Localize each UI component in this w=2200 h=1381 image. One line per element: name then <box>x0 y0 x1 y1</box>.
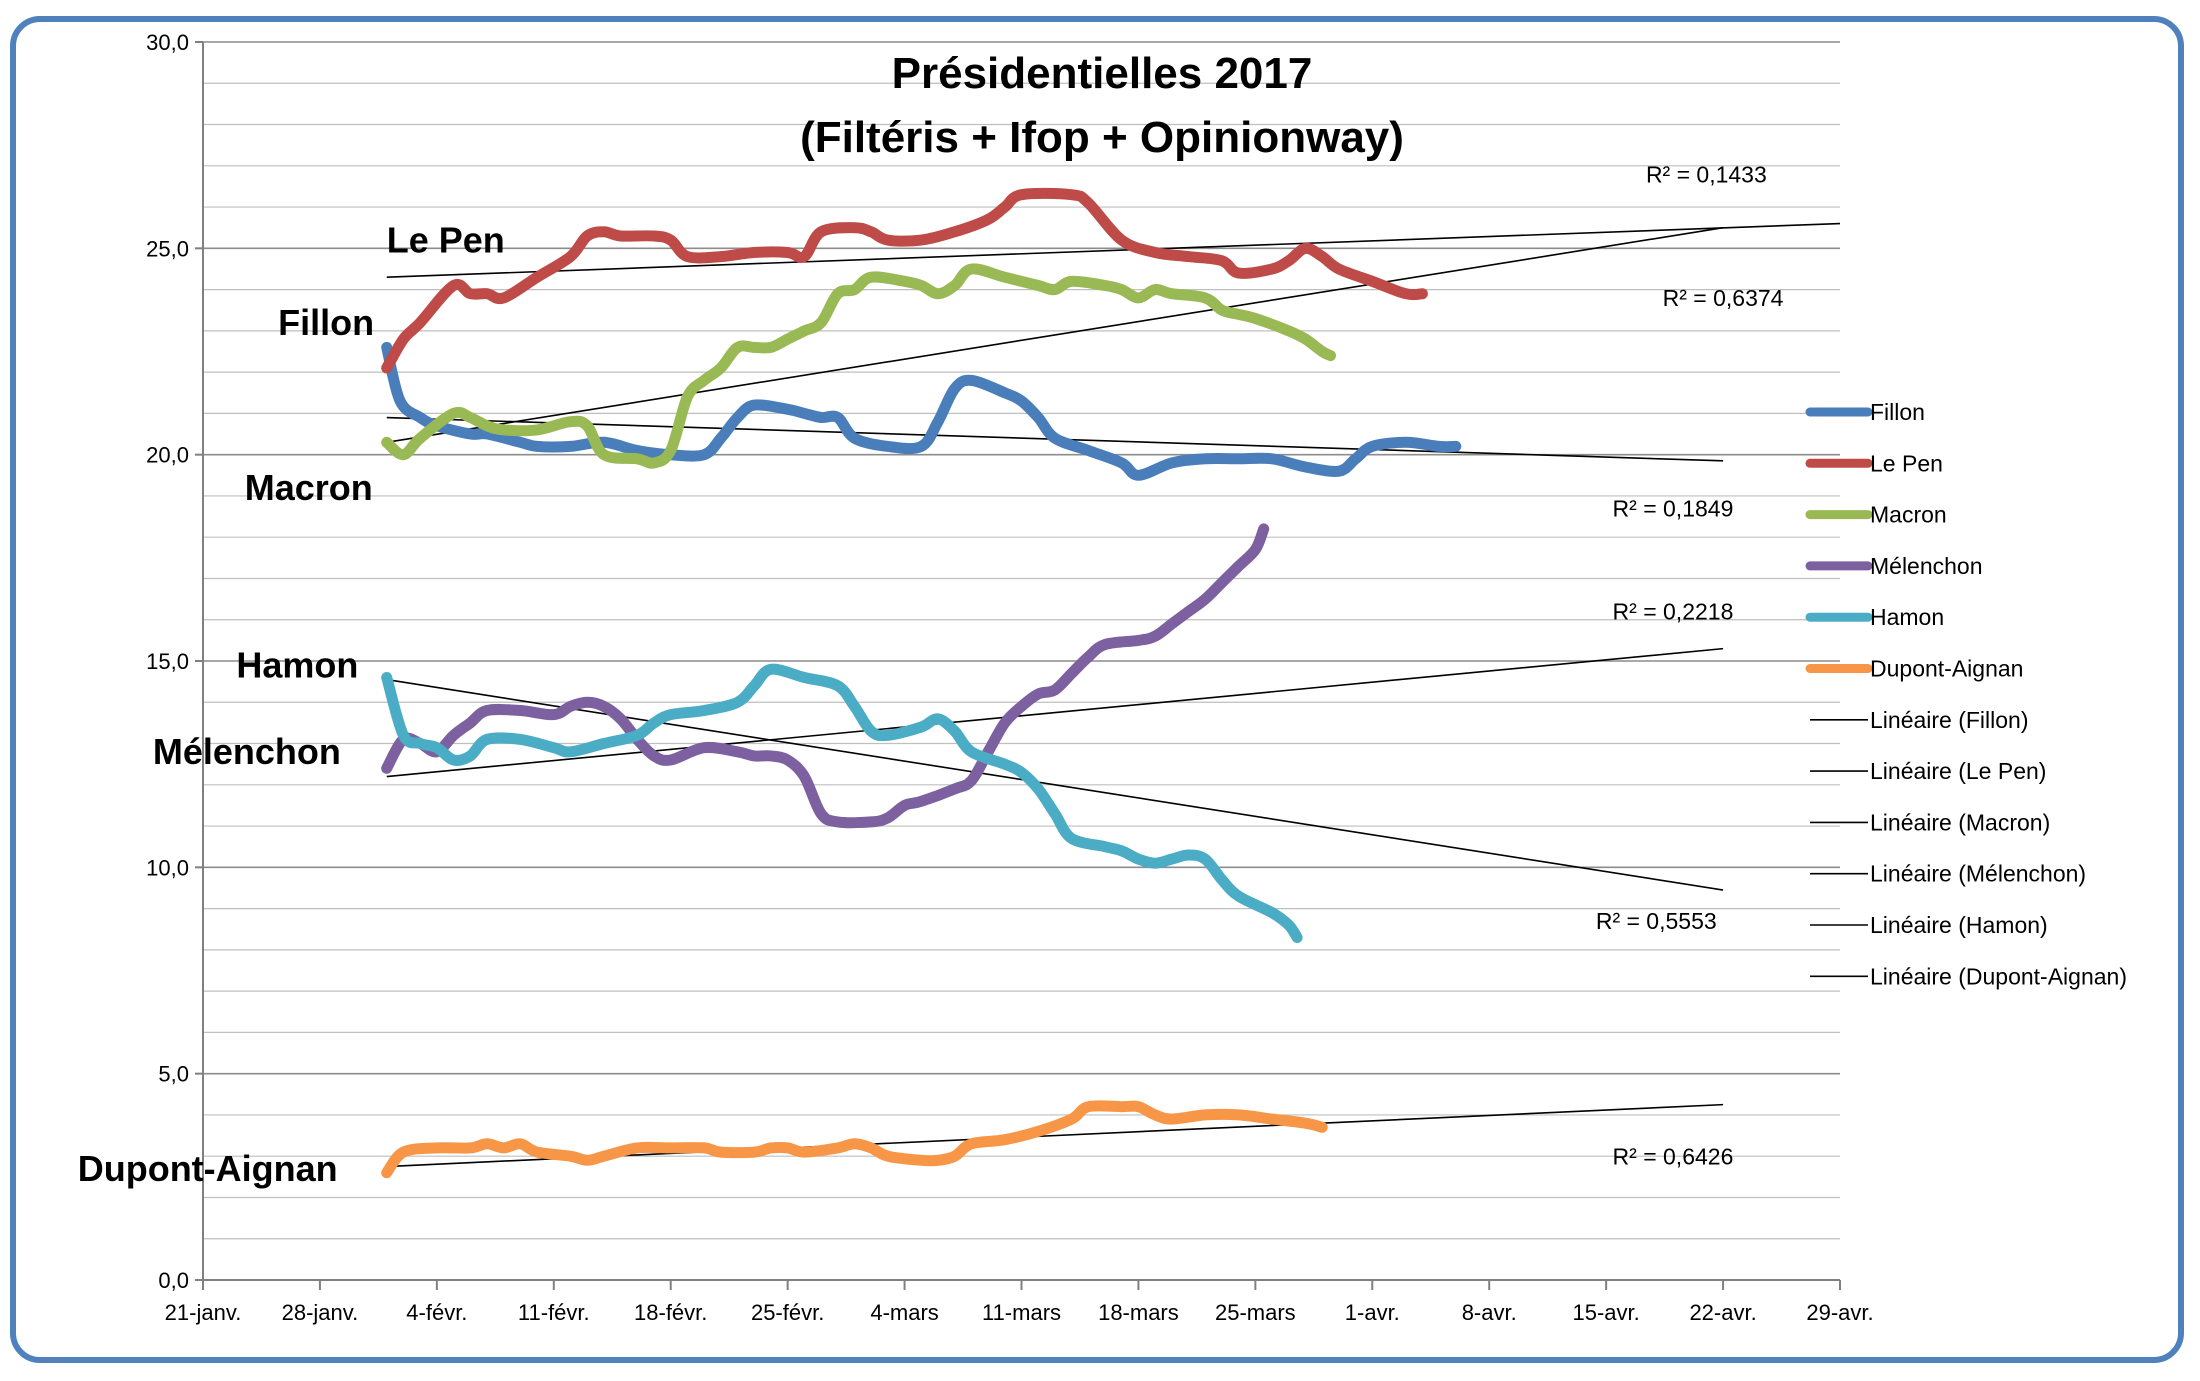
legend-label: Linéaire (Hamon) <box>1870 912 2048 938</box>
legend-label: Mélenchon <box>1870 553 1983 579</box>
series-line-le-pen <box>381 187 1428 374</box>
legend-item-hamon: Hamon <box>1805 604 1944 630</box>
y-tick-label: 20,0 <box>146 443 189 468</box>
series-line-fillon <box>381 341 1462 481</box>
x-tick-label: 4-mars <box>870 1300 938 1325</box>
r2-label-macron: R² = 0,6374 <box>1663 285 1784 311</box>
legend-item-lineaire-le-pen: Linéaire (Le Pen) <box>1810 758 2046 784</box>
x-tick-label: 29-avr. <box>1806 1300 1873 1325</box>
r2-label-le-pen: R² = 0,1433 <box>1646 161 1767 187</box>
candidate-label-dupont-aignan: Dupont-Aignan <box>78 1148 338 1189</box>
x-tick-label: 18-févr. <box>634 1300 707 1325</box>
chart-title-line: Présidentielles 2017 <box>892 49 1313 98</box>
y-tick-label: 0,0 <box>158 1268 189 1293</box>
legend-item-dupont-aignan: Dupont-Aignan <box>1805 656 2023 682</box>
grid <box>203 41 1840 1240</box>
x-tick-label: 11-févr. <box>518 1300 590 1325</box>
legend-item-lineaire-dupont-aignan: Linéaire (Dupont-Aignan) <box>1810 963 2127 989</box>
x-tick-label: 11-mars <box>982 1300 1061 1325</box>
chart-title: Présidentielles 2017 (Filtéris + Ifop + O… <box>800 49 1404 162</box>
legend-item-macron: Macron <box>1805 502 1947 528</box>
legend: Fillon Le Pen Macron Mélenchon Hamon Dupont-A… <box>1805 399 2127 989</box>
y-tick-label: 10,0 <box>146 855 189 880</box>
series-line-hamon <box>381 663 1303 943</box>
x-tick-label: 1-avr. <box>1345 1300 1400 1325</box>
series-lines <box>381 187 1462 1179</box>
y-tick-label: 5,0 <box>158 1062 189 1087</box>
legend-label: Macron <box>1870 502 1947 528</box>
x-tick-label: 25-févr. <box>751 1300 824 1325</box>
legend-item-melenchon: Mélenchon <box>1805 553 1983 579</box>
legend-label: Linéaire (Fillon) <box>1870 707 2029 733</box>
series-line-dupont-aignan <box>381 1100 1328 1179</box>
x-tick-label: 21-janv. <box>165 1300 242 1325</box>
legend-item-lineaire-macron: Linéaire (Macron) <box>1810 809 2050 835</box>
y-tick-label: 30,0 <box>146 30 189 55</box>
axes: 0,0 5,0 10,0 15,0 20,0 25,0 30,0 21-janv. 28-jan… <box>146 30 1873 1325</box>
x-tick-label: 15-avr. <box>1573 1300 1640 1325</box>
y-tick-label: 15,0 <box>146 649 189 674</box>
chart-title-line: (Filtéris + Ifop + Opinionway) <box>800 113 1404 162</box>
legend-label: Dupont-Aignan <box>1870 656 2023 682</box>
x-tick-label: 22-avr. <box>1689 1300 1756 1325</box>
x-tick-label: 4-févr. <box>406 1300 467 1325</box>
candidate-label-fillon: Fillon <box>278 302 374 343</box>
candidate-label-le-pen: Le Pen <box>387 219 505 260</box>
r2-label-hamon: R² = 0,5553 <box>1596 908 1717 934</box>
legend-label: Linéaire (Macron) <box>1870 809 2050 835</box>
r2-label-melenchon: R² = 0,2218 <box>1613 599 1734 625</box>
legend-item-fillon: Fillon <box>1805 399 1925 425</box>
legend-label: Hamon <box>1870 604 1944 630</box>
x-tick-label: 18-mars <box>1098 1300 1179 1325</box>
r2-label-dupont-aignan: R² = 0,6426 <box>1613 1143 1734 1169</box>
series-line-melenchon <box>381 523 1270 829</box>
y-tick-label: 25,0 <box>146 236 189 261</box>
x-tick-label: 25-mars <box>1215 1300 1296 1325</box>
legend-label: Linéaire (Dupont-Aignan) <box>1870 963 2127 989</box>
trendline-melenchon <box>386 647 1724 778</box>
trendline-le-pen <box>386 222 1841 279</box>
candidate-label-hamon: Hamon <box>236 645 358 686</box>
trendline-macron <box>386 226 1724 444</box>
legend-label: Linéaire (Le Pen) <box>1870 758 2046 784</box>
candidate-label-macron: Macron <box>245 467 373 508</box>
x-tick-label: 8-avr. <box>1462 1300 1517 1325</box>
legend-label: Linéaire (Mélenchon) <box>1870 861 2086 887</box>
legend-item-lineaire-melenchon: Linéaire (Mélenchon) <box>1810 861 2086 887</box>
chart-frame <box>10 16 2184 1363</box>
x-tick-label: 28-janv. <box>282 1300 359 1325</box>
series-line-macron <box>381 263 1336 469</box>
annotations: R² = 0,1849 R² = 0,1433 R² = 0,6374 R² = 0,… <box>78 161 1784 1189</box>
legend-item-lineaire-hamon: Linéaire (Hamon) <box>1810 912 2048 938</box>
candidate-label-melenchon: Mélenchon <box>153 731 341 772</box>
legend-label: Le Pen <box>1870 450 1943 476</box>
trendlines <box>386 222 1841 1168</box>
legend-item-le-pen: Le Pen <box>1805 450 1943 476</box>
legend-item-lineaire-fillon: Linéaire (Fillon) <box>1810 707 2029 733</box>
r2-label-fillon: R² = 0,1849 <box>1613 496 1734 522</box>
legend-label: Fillon <box>1870 399 1925 425</box>
